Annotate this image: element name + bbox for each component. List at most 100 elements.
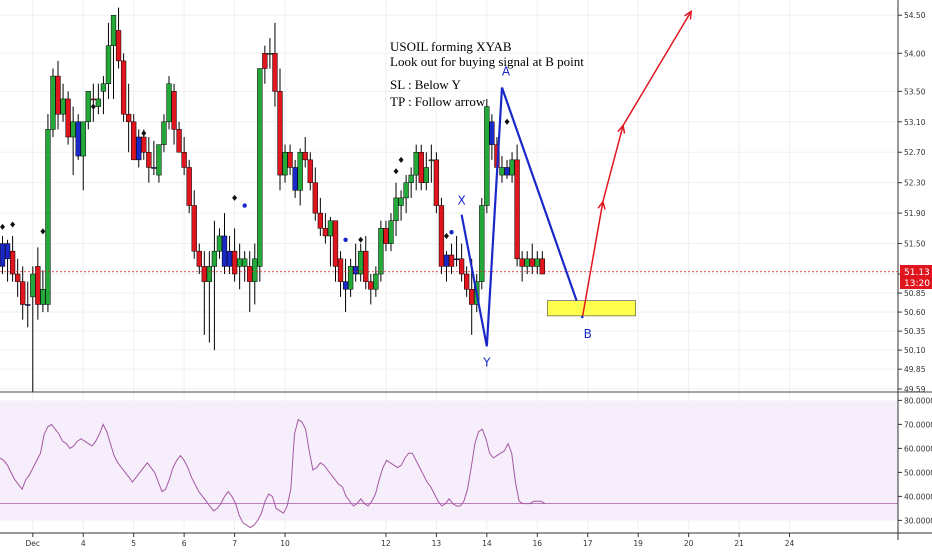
- candle: [75, 114, 81, 160]
- annotation-take-profit: TP : Follow arrow: [390, 94, 486, 109]
- candle: [226, 235, 233, 275]
- candle-body: [141, 136, 147, 153]
- rsi-band: [0, 400, 898, 521]
- candle-body: [302, 151, 308, 161]
- candle: [95, 83, 102, 115]
- candle: [307, 152, 313, 191]
- time-tick-label: Dec: [26, 539, 41, 548]
- candle-body: [125, 113, 132, 123]
- candle-body: [120, 60, 127, 115]
- candle: [151, 140, 157, 176]
- candle-body: [267, 53, 273, 55]
- candle: [221, 213, 228, 275]
- candle: [262, 45, 268, 84]
- annotation-signal: Look out for buying signal at B point: [390, 54, 584, 69]
- candle: [368, 274, 374, 305]
- candle: [191, 190, 197, 259]
- candle: [20, 266, 26, 320]
- candle-body: [136, 136, 142, 161]
- candle-body: [231, 250, 238, 275]
- candle-body: [196, 250, 202, 267]
- candle: [125, 83, 132, 153]
- time-tick-label: 16: [533, 539, 543, 548]
- candle-body: [171, 91, 177, 130]
- candle: [40, 270, 46, 313]
- candle-body: [95, 98, 102, 107]
- candle-body: [458, 258, 465, 275]
- candle: [479, 197, 485, 290]
- candle: [80, 121, 86, 191]
- candle: [418, 144, 424, 191]
- target-arrow-head: [597, 200, 606, 210]
- candle-body: [373, 273, 379, 290]
- fractal-diamond: [358, 236, 364, 243]
- candle-body: [282, 151, 288, 176]
- fractal-dot: [242, 203, 247, 208]
- candle-body: [60, 98, 66, 115]
- candle: [206, 251, 213, 343]
- candle-body: [438, 205, 445, 267]
- candle: [433, 152, 440, 214]
- candle: [105, 22, 112, 99]
- candle: [171, 83, 177, 145]
- candles: [0, 7, 545, 392]
- candle: [131, 114, 137, 161]
- point-label-x: X: [457, 194, 465, 208]
- price-tick-label: 53.50: [904, 87, 926, 96]
- candle: [428, 144, 434, 183]
- candle: [100, 76, 107, 115]
- candle-body: [161, 121, 167, 145]
- candle-body: [524, 258, 530, 267]
- candle-body: [55, 75, 61, 115]
- candle: [383, 220, 389, 252]
- candle: [25, 281, 31, 328]
- time-tick-label: 19: [633, 539, 643, 548]
- candle-body: [443, 254, 450, 267]
- candle-body: [403, 182, 409, 199]
- candle-body: [398, 197, 404, 206]
- fractal-markers: [0, 103, 510, 243]
- time-tick-label: 4: [81, 539, 86, 548]
- rsi-tick-label: 60.0000: [904, 444, 932, 453]
- candle-body: [489, 121, 495, 145]
- rsi-tick-label: 80.0000: [904, 396, 932, 405]
- candle-body: [368, 281, 374, 290]
- price-tick-label: 54.00: [904, 49, 926, 58]
- candle: [453, 235, 460, 267]
- price-tick-label: 52.70: [904, 148, 926, 157]
- candle-body: [272, 53, 278, 92]
- candle: [272, 22, 278, 107]
- candle: [378, 220, 384, 282]
- candle: [353, 243, 359, 282]
- candle-body: [448, 254, 455, 267]
- candle: [30, 266, 36, 392]
- candle-body: [277, 91, 283, 176]
- candle: [0, 235, 6, 275]
- candle-body: [0, 243, 6, 267]
- candle: [529, 243, 535, 275]
- rsi-series: [0, 418, 546, 529]
- candle: [403, 175, 409, 214]
- fractal-diamond: [40, 228, 46, 235]
- candle-body: [50, 75, 56, 130]
- candle: [423, 152, 429, 191]
- last-price-badge: 51.13 13:20: [900, 265, 932, 289]
- candle: [327, 216, 334, 267]
- pattern-drawings: A X Y B: [0, 9, 898, 369]
- candle-body: [156, 144, 162, 176]
- candle: [242, 251, 248, 282]
- candle: [363, 235, 369, 290]
- candle-body: [327, 220, 334, 237]
- time-axis: Dec 4 5 6 7 10 12 13 14 16 17 19 20 21 24: [0, 532, 932, 548]
- candle-body: [191, 205, 197, 252]
- candle: [514, 144, 520, 267]
- target-arrow-line: [622, 11, 692, 126]
- candle: [282, 144, 288, 183]
- candle-body: [85, 91, 91, 123]
- candle: [45, 114, 51, 313]
- candle-body: [484, 106, 490, 206]
- candle: [156, 144, 162, 183]
- candle-body: [166, 83, 172, 123]
